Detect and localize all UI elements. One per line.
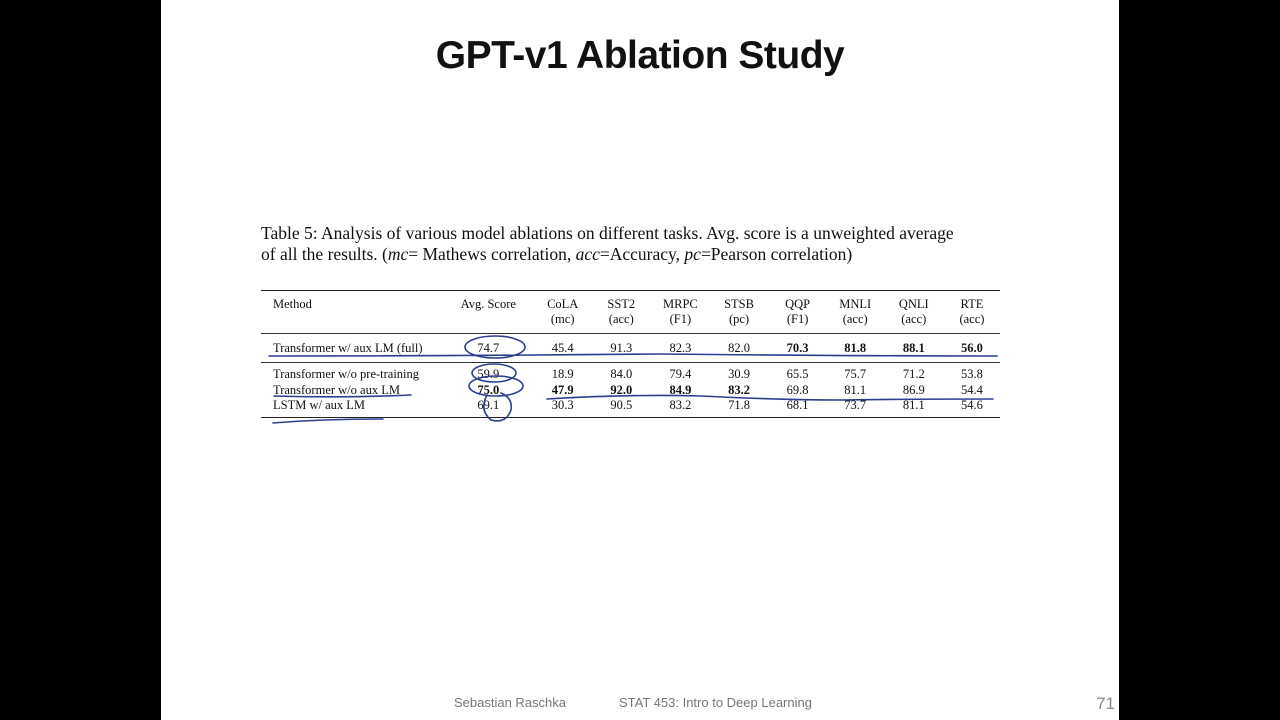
table-cell: 86.9 <box>902 382 925 397</box>
column-subheader: (mc) <box>534 312 592 334</box>
column-subheader: (F1) <box>651 312 710 334</box>
column-header: Method <box>273 297 312 311</box>
table-cell: 90.5 <box>610 398 633 412</box>
table-cell: 30.9 <box>728 367 750 381</box>
table-cell: 47.9 <box>551 382 574 397</box>
table-cell: 83.2 <box>669 398 692 412</box>
footer-author: Sebastian Raschka <box>454 695 567 710</box>
column-subheader: (acc) <box>826 312 884 334</box>
caption-line-2: of all the results. (mc= Mathews correla… <box>261 244 1021 265</box>
table-cell: 75.7 <box>844 367 867 381</box>
table-cell: 88.1 <box>883 333 944 363</box>
table-cell: 81.8 <box>826 333 884 363</box>
column-header: MRPC <box>663 297 698 311</box>
table-row: LSTM w/ aux LM 69.1 30.3 90.5 83.2 71.8 68.1 73… <box>261 398 1000 417</box>
table-cell: 83.2 <box>728 382 750 397</box>
table-cell: 81.1 <box>902 398 925 412</box>
column-header: MNLI <box>839 297 872 311</box>
table-cell: 82.0 <box>709 333 769 363</box>
subheader-row: (mc) (acc) (F1) (pc) (F1) (acc) (acc) (acc) <box>261 312 1000 334</box>
column-header: QQP <box>785 297 811 311</box>
column-subheader: (acc) <box>943 312 1000 334</box>
footer-course: STAT 453: Intro to Deep Learning <box>619 695 812 710</box>
column-header: RTE <box>960 297 984 311</box>
table-cell: 82.3 <box>651 333 710 363</box>
table-cell: 84.0 <box>610 367 633 381</box>
table-cell: 68.1 <box>786 398 809 412</box>
column-subheader <box>442 312 535 334</box>
caption-text: of all the results. ( <box>261 244 388 264</box>
slide-title: GPT-v1 Ablation Study <box>435 34 845 77</box>
table-cell: 92.0 <box>610 382 633 397</box>
table-cell: 53.8 <box>960 367 983 381</box>
caption-text: = Mathews correlation, <box>408 244 576 264</box>
table-cell: 71.8 <box>728 398 750 412</box>
caption-abbrev-acc: acc <box>575 244 600 264</box>
row-method: Transformer w/o aux LM <box>273 382 400 397</box>
table-cell: 70.3 <box>768 333 827 363</box>
table-cell: 91.3 <box>591 333 652 363</box>
ablation-table-container: Method Avg. Score CoLA SST2 MRPC STSB QQP MNLI Q… <box>261 290 1000 418</box>
ablation-table: Method Avg. Score CoLA SST2 MRPC STSB QQP MNLI Q… <box>261 290 1000 418</box>
underline-lstm-method <box>272 418 384 424</box>
table-cell: 54.4 <box>960 382 983 397</box>
column-subheader: (F1) <box>768 312 827 334</box>
caption-text: =Accuracy, <box>599 244 685 264</box>
table-cell: 74.7 <box>442 333 535 363</box>
page-number: 71 <box>1096 694 1115 713</box>
column-header: Avg. Score <box>460 297 516 311</box>
table-cell: 65.5 <box>786 367 809 381</box>
row-method: Transformer w/o pre-training <box>273 367 420 381</box>
slide: GPT-v1 Ablation Study Table 5: Analysis … <box>161 0 1119 720</box>
table-row: Transformer w/o pre-training 59.9 18.9 84.0… <box>261 363 1000 383</box>
column-header: QNLI <box>898 297 929 311</box>
table-cell: 59.9 <box>477 367 500 381</box>
table-cell: 75.0 <box>477 382 500 397</box>
table-cell: 56.0 <box>943 333 1000 363</box>
column-header: SST2 <box>607 297 636 311</box>
table-cell: 79.4 <box>669 367 692 381</box>
row-method: LSTM w/ aux LM <box>273 398 366 412</box>
caption-line-1: Table 5: Analysis of various model ablat… <box>261 223 954 243</box>
table-cell: 45.4 <box>534 333 592 363</box>
table-cell: 84.9 <box>669 382 692 397</box>
table-cell: 71.2 <box>902 367 925 381</box>
table-cell: 18.9 <box>551 367 574 381</box>
table-cell: 30.3 <box>551 398 574 412</box>
column-subheader <box>261 312 443 334</box>
column-header: CoLA <box>547 297 579 311</box>
column-header: STSB <box>724 297 754 311</box>
column-subheader: (pc) <box>709 312 769 334</box>
table-row: Transformer w/ aux LM (full) 74.7 45.4 91.3… <box>261 333 1000 363</box>
table-cell: 69.8 <box>786 382 809 397</box>
row-method: Transformer w/ aux LM (full) <box>261 333 443 363</box>
table-cell: 69.1 <box>477 398 500 412</box>
table-caption: Table 5: Analysis of various model ablat… <box>261 223 1021 265</box>
table-cell: 81.1 <box>844 382 867 397</box>
caption-text: =Pearson correlation) <box>700 244 853 264</box>
table-row: Transformer w/o aux LM 75.0 47.9 92.0 84.9 83… <box>261 383 1000 399</box>
column-subheader: (acc) <box>883 312 944 334</box>
header-row: Method Avg. Score CoLA SST2 MRPC STSB QQP MNLI Q… <box>261 291 1000 313</box>
table-body: Transformer w/ aux LM (full) 74.7 45.4 91.3… <box>261 333 1000 418</box>
caption-abbrev-pc: pc <box>684 244 701 264</box>
caption-abbrev-mc: mc <box>387 244 409 264</box>
table-cell: 54.6 <box>960 398 983 412</box>
column-subheader: (acc) <box>591 312 652 334</box>
table-cell: 73.7 <box>844 398 867 412</box>
